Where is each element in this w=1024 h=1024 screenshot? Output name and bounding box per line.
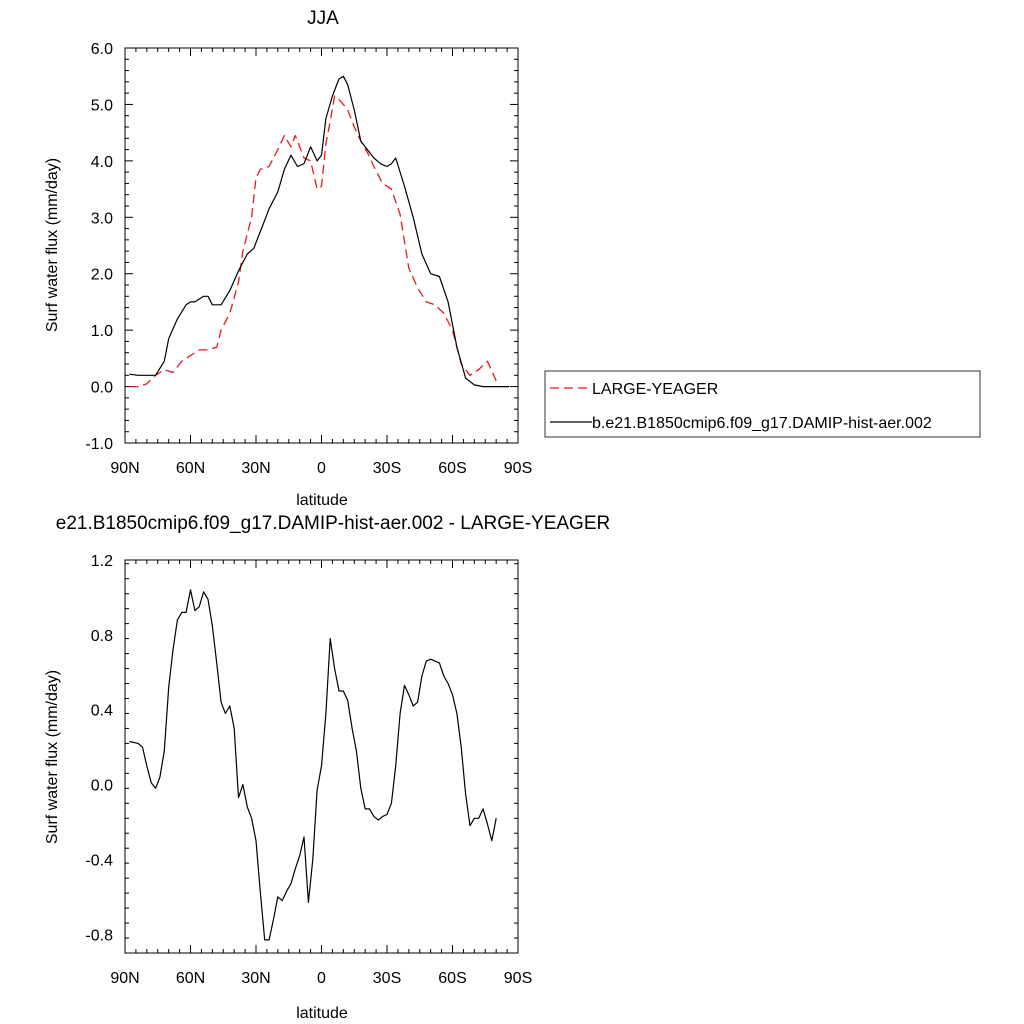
bottom-chart-x-axis-label: latitude: [296, 1005, 348, 1022]
bottom-chart-series-line-0: [129, 589, 497, 941]
top-chart-plot-frame: [124, 47, 519, 444]
legend-label-large-yeager: LARGE-YEAGER: [592, 381, 718, 398]
bottom-chart-title: e21.B1850cmip6.f09_g17.DAMIP-hist-aer.00…: [56, 513, 610, 534]
y-tick-label: 1.0: [91, 323, 113, 340]
x-tick-label: 30S: [373, 970, 401, 987]
y-tick-label: 2.0: [91, 267, 113, 284]
y-tick-label: 0.0: [91, 778, 113, 795]
x-tick-label: 60S: [438, 460, 466, 477]
x-tick-label: 90S: [504, 970, 532, 987]
bottom-chart-y-axis-label: Surf water flux (mm/day): [44, 670, 61, 844]
bottom-chart-plot-frame: [124, 559, 519, 954]
legend-label-damip: b.e21.B1850cmip6.f09_g17.DAMIP-hist-aer.…: [592, 415, 932, 432]
y-tick-label: 4.0: [91, 154, 113, 171]
y-tick-label: 5.0: [91, 97, 113, 114]
top-chart-x-axis-label: latitude: [296, 492, 348, 509]
top-chart-title: JJA: [307, 8, 339, 29]
y-tick-label: 0.0: [91, 380, 113, 397]
bottom-chart: e21.B1850cmip6.f09_g17.DAMIP-hist-aer.00…: [44, 513, 610, 1022]
y-tick-label: 0.8: [91, 628, 113, 645]
top-chart-ticks: 90N 60N 30N 0 30S 60S 90S -1.0 0.0 1.0 2.0 3.0 4.0 5.…: [85, 41, 532, 477]
x-tick-label: 60N: [176, 970, 205, 987]
x-tick-label: 90N: [110, 460, 139, 477]
x-tick-label: 0: [317, 970, 326, 987]
top-chart-y-axis-label: Surf water flux (mm/day): [44, 158, 61, 332]
y-tick-label: -0.4: [85, 852, 113, 869]
y-tick-label: 6.0: [91, 41, 113, 58]
top-chart: JJA 90N 60N 30N 0 30S 60S 90S -1.0 0.0 1.0 2.0 3.0 4…: [44, 8, 981, 509]
y-tick-label: 3.0: [91, 210, 113, 227]
x-tick-label: 0: [317, 460, 326, 477]
y-tick-label: 1.2: [91, 553, 113, 570]
x-tick-label: 30N: [241, 460, 270, 477]
x-tick-label: 90S: [504, 460, 532, 477]
x-tick-label: 60N: [176, 460, 205, 477]
x-tick-label: 30S: [373, 460, 401, 477]
bottom-chart-ticks: 90N 60N 30N 0 30S 60S 90S -0.8 -0.4 0.0 0.4 0.8 1.2: [85, 553, 532, 987]
legend-box: [544, 370, 981, 438]
top-chart-series-line-b-e21-b1850cmip6-f09-g17-damip-hist-aer-002: [129, 75, 510, 388]
x-tick-label: 90N: [110, 970, 139, 987]
top-chart-series: [129, 75, 510, 388]
y-tick-label: -1.0: [85, 436, 113, 453]
x-tick-label: 30N: [241, 970, 270, 987]
legend: LARGE-YEAGER b.e21.B1850cmip6.f09_g17.DA…: [544, 370, 981, 438]
y-tick-label: 0.4: [91, 703, 113, 720]
y-tick-label: -0.8: [85, 927, 113, 944]
top-chart-series-line-large-yeager: [129, 95, 501, 388]
x-tick-label: 60S: [438, 970, 466, 987]
bottom-chart-series: [129, 589, 497, 941]
